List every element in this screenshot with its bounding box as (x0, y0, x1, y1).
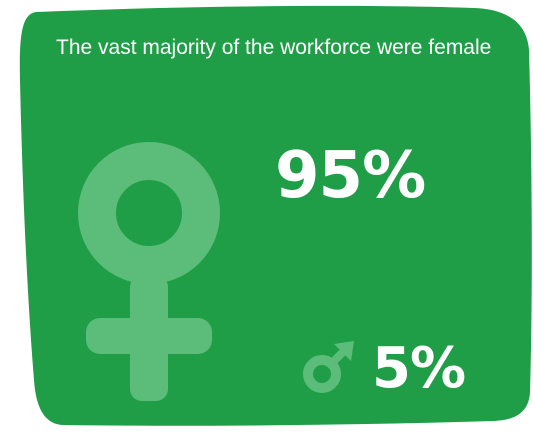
male-percentage: 5% (372, 336, 466, 401)
female-percentage: 95% (275, 139, 426, 213)
headline: The vast majority of the workforce were … (56, 36, 492, 59)
